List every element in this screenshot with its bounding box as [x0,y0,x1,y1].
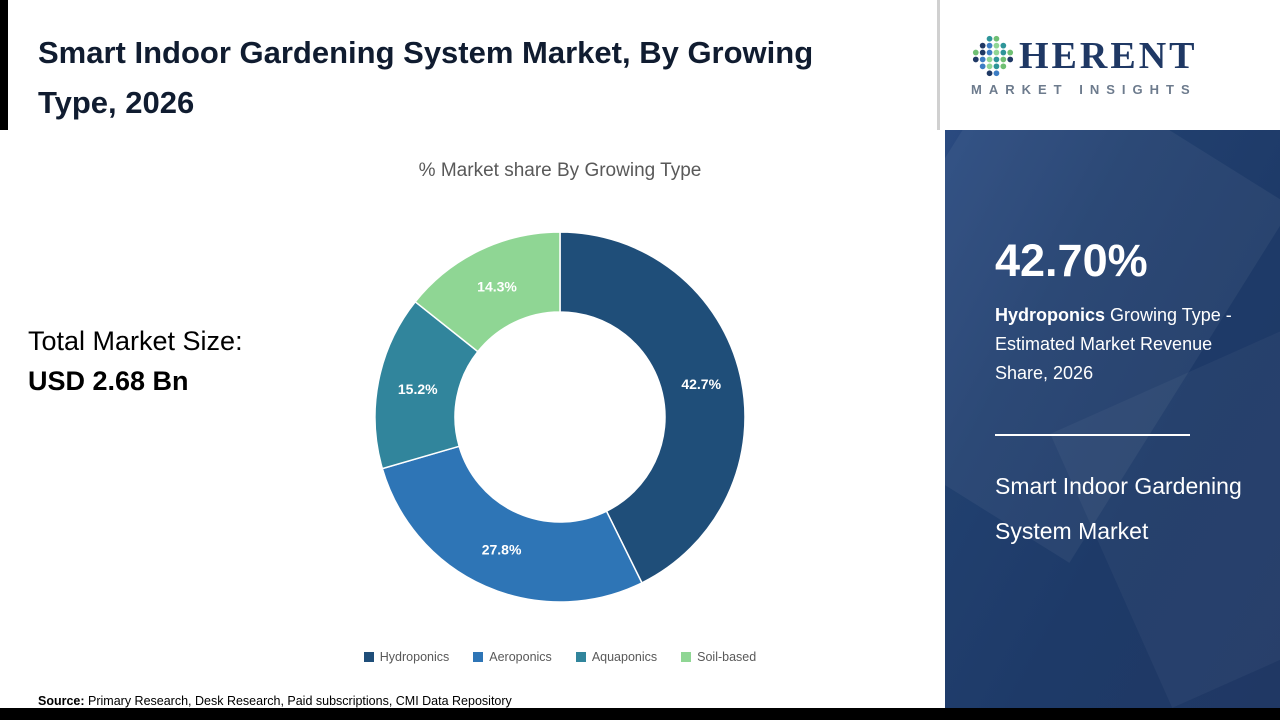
legend-item-soil-based: Soil-based [681,650,756,664]
total-market-size-value: USD 2.68 Bn [28,366,189,396]
logo-dot [993,62,1000,69]
coherent-globe-icon [972,35,1014,76]
legend-swatch-icon [363,652,374,662]
legend-swatch-icon [473,652,484,662]
page-title: Smart Indoor Gardening System Market, By… [38,35,814,121]
logo-dot [986,56,993,62]
logo-dot [979,42,986,49]
left-accent-bar [0,0,8,130]
legend-label: Aquaponics [591,650,658,664]
logo-divider [937,0,940,130]
legend-label: Hydroponics [379,650,450,664]
logo-area: HERENT MARKET INSIGHTS [945,0,1280,130]
legend-swatch-icon [681,652,692,662]
source-label: Source: [38,694,85,708]
logo-dot [993,69,1000,76]
chart-legend: Hydroponics Aeroponics Aquaponics Soil-base… [210,650,910,664]
logo-dot [1000,42,1007,49]
logo-dot [986,49,993,55]
highlight-stat-description: Hydroponics Growing Type - Estimated Mar… [995,301,1247,388]
source-text: Primary Research, Desk Research, Paid su… [84,694,512,708]
logo-dot [986,69,993,76]
logo-dot [993,56,1000,62]
logo-dot [1007,49,1014,55]
logo-dot [979,62,986,69]
logo-dot [979,56,986,62]
slice-label-aquaponics: 15.2% [398,381,438,397]
logo-dot [979,49,986,55]
logo-dot [1007,56,1014,62]
donut-segment-soil-based [414,231,561,353]
slice-label-aeroponics: 27.8% [482,542,522,558]
panel-market-name: Smart Indoor Gardening System Market [995,473,1242,545]
source-line: Source: Primary Research, Desk Research,… [38,694,512,708]
legend-swatch-icon [575,652,586,662]
logo-dot [972,49,979,55]
logo-dot [986,42,993,49]
logo-dot [986,62,993,69]
highlight-panel: 42.70% Hydroponics Growing Type - Estima… [945,130,1280,708]
logo-wordmark: HERENT [1019,34,1198,77]
logo-subtitle: MARKET INSIGHTS [971,81,1197,97]
highlight-stat-value: 42.70% [995,235,1148,286]
logo-dot [972,56,979,62]
logo-dot [1000,49,1007,55]
total-market-size: Total Market Size: USD 2.68 Bn [28,326,243,397]
panel-divider [995,434,1190,437]
logo-dot [993,42,1000,49]
chart-title: % Market share By Growing Type [418,160,702,181]
logo-dot [986,35,993,42]
slice-label-hydroponics: 42.7% [681,376,721,392]
donut-chart: 42.7% 27.8% 15.2% 14.3% [374,231,746,603]
legend-item-hydroponics: Hydroponics [363,650,450,664]
highlight-stat-segment: Hydroponics [995,305,1106,325]
highlight-stat-rest: Growing Type - Estimated Market Revenue … [995,305,1232,384]
donut-segment-aeroponics [381,445,643,603]
logo-dot [993,49,1000,55]
donut-segment-hydroponics [559,231,746,584]
legend-label: Soil-based [697,650,757,664]
logo-dot [1000,56,1007,62]
bottom-border-bar [0,708,1280,720]
slice-label-soil-based: 14.3% [477,278,517,294]
logo-dot [1000,62,1007,69]
legend-item-aquaponics: Aquaponics [575,650,658,664]
logo: HERENT [971,34,1280,78]
legend-label: Aeroponics [489,650,552,664]
total-market-size-label: Total Market Size: [28,326,243,356]
legend-item-aeroponics: Aeroponics [473,650,552,664]
logo-dot [993,35,1000,42]
